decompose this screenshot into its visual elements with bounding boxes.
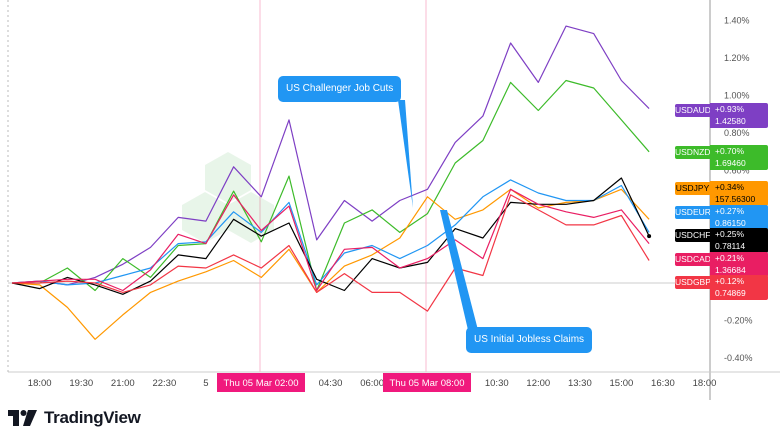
series-change: +0.21% xyxy=(715,253,745,263)
series-price: 157.56300 xyxy=(715,193,756,204)
series-price: 1.42580 xyxy=(715,115,746,126)
x-tick-label: 5 xyxy=(203,378,208,389)
x-tick-label: 12:00 xyxy=(526,378,550,389)
series-change: +0.70% xyxy=(715,146,745,156)
series-price: 1.69460 xyxy=(715,157,746,168)
series-name-label: USDJPY xyxy=(675,182,710,195)
series-value-label: +0.93% 1.42580 xyxy=(710,103,768,128)
callout-pointer-jobless xyxy=(440,210,478,330)
y-tick-label: 0.80% xyxy=(724,128,750,138)
x-tick-label: 16:30 xyxy=(651,378,675,389)
series-change: +0.34% xyxy=(715,182,745,192)
series-name-label: USDEUR xyxy=(675,206,711,219)
series-line-usdnzd xyxy=(12,79,650,292)
series-change: +0.93% xyxy=(715,104,745,114)
tradingview-logo-icon xyxy=(8,410,37,426)
series-price: 0.86150 xyxy=(715,217,746,228)
x-tick-label: 06:00 xyxy=(360,378,384,389)
y-tick-label: -0.20% xyxy=(724,316,753,326)
x-highlight-label: Thu 05 Mar 02:00 xyxy=(217,373,305,392)
tradingview-logo: TradingView xyxy=(8,406,141,430)
series-value-label: +0.70% 1.69460 xyxy=(710,145,768,170)
series-value-label: +0.34% 157.56300 xyxy=(710,181,768,206)
svg-text:Thu 05 Mar 02:00: Thu 05 Mar 02:00 xyxy=(224,378,299,389)
series-value-label: +0.21% 1.36684 xyxy=(710,252,768,277)
svg-text:Thu 05 Mar 08:00: Thu 05 Mar 08:00 xyxy=(390,378,465,389)
x-tick-label: 18:00 xyxy=(28,378,52,389)
series-name-label: USDGBP xyxy=(675,276,711,289)
y-tick-label: 1.00% xyxy=(724,91,750,101)
x-tick-label: 13:30 xyxy=(568,378,592,389)
series-change: +0.12% xyxy=(715,276,745,286)
series-change: +0.25% xyxy=(715,229,745,239)
tradingview-logo-text: TradingView xyxy=(44,408,141,427)
series-name-label: USDNZD xyxy=(675,146,711,159)
last-point-marker xyxy=(647,234,652,239)
series-value-label: +0.25% 0.78114 xyxy=(710,228,768,253)
series-price: 1.36684 xyxy=(715,264,746,275)
x-tick-label: 18:00 xyxy=(693,378,717,389)
series-line-usdaud xyxy=(11,25,650,286)
series-name-label: USDCAD xyxy=(675,253,711,266)
series-value-label: +0.27% 0.86150 xyxy=(710,205,768,230)
series-price: 0.74869 xyxy=(715,287,746,298)
x-tick-label: 15:00 xyxy=(610,378,634,389)
series-line-usdcad xyxy=(11,188,650,292)
x-tick-label: 21:00 xyxy=(111,378,135,389)
series-name-label: USDCHF xyxy=(675,229,711,242)
series-line-usdjpy xyxy=(11,188,650,340)
y-tick-label: 1.40% xyxy=(724,16,750,26)
annotation-initial-jobless-claims[interactable]: US Initial Jobless Claims xyxy=(466,327,593,353)
chart-frame xyxy=(7,0,780,400)
x-tick-label: 10:30 xyxy=(485,378,509,389)
y-tick-label: 1.20% xyxy=(724,53,750,63)
x-highlight-label: Thu 05 Mar 08:00 xyxy=(383,373,471,392)
series-line-usdchf xyxy=(11,177,650,295)
series-value-label: +0.12% 0.74869 xyxy=(710,275,768,300)
x-tick-label: 04:30 xyxy=(319,378,343,389)
series-price: 0.78114 xyxy=(715,240,746,251)
annotation-challenger-job-cuts[interactable]: US Challenger Job Cuts xyxy=(278,76,402,102)
x-tick-label: 19:30 xyxy=(69,378,93,389)
y-tick-label: -0.40% xyxy=(724,353,753,363)
callout-pointer-challenger xyxy=(398,100,413,208)
series-change: +0.27% xyxy=(715,206,745,216)
x-tick-label: 22:30 xyxy=(152,378,176,389)
y-tick-label: 0.60% xyxy=(724,166,750,176)
series-name-label: USDAUD xyxy=(675,104,711,117)
series-line-usdgbp xyxy=(12,194,650,312)
